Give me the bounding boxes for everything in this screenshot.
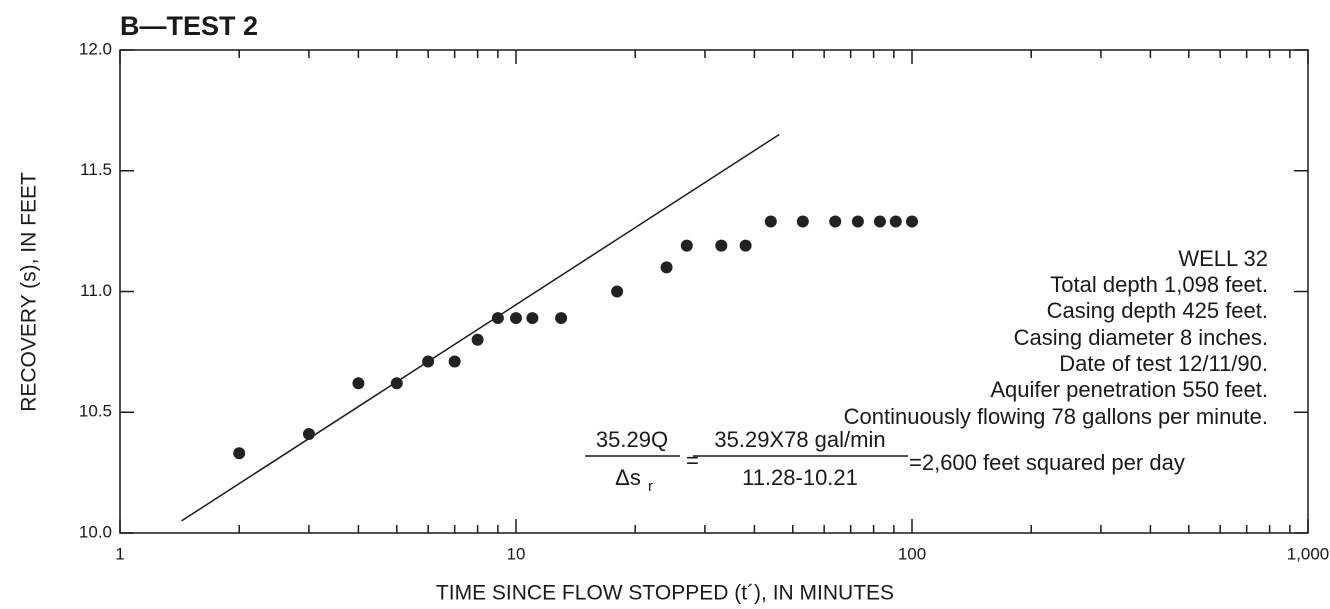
data-point [422, 355, 435, 368]
data-point [510, 312, 522, 325]
fit-line [181, 133, 780, 522]
formula-numerator: 35.29X78 gal/min [714, 427, 885, 452]
data-point [764, 215, 777, 228]
data-point [873, 215, 886, 228]
data-point [302, 427, 315, 440]
annotation: Date of test 12/11/90. [1059, 351, 1268, 376]
data-point [796, 215, 809, 228]
annotation: Casing depth 425 feet. [1047, 298, 1268, 323]
data-point [526, 312, 539, 325]
data-point [660, 261, 673, 274]
x-tick-label: 100 [898, 544, 926, 563]
data-point [555, 312, 568, 325]
formula-denominator: 11.28-10.21 [742, 465, 858, 490]
data-point [390, 377, 403, 390]
data-point [448, 355, 461, 368]
annotation: WELL 32 [1178, 246, 1268, 271]
data-point [471, 333, 484, 346]
annotation: Total depth 1,098 feet. [1050, 272, 1268, 297]
y-tick-label: 11.0 [80, 281, 112, 300]
data-point [739, 239, 752, 252]
annotation: Aquifer penetration 550 feet. [990, 377, 1268, 402]
y-tick-label: 10.0 [79, 522, 112, 541]
x-tick-label: 1,000 [1287, 544, 1330, 563]
y-axis-label: RECOVERY (s), IN FEET [18, 172, 41, 412]
formula-equals: = [686, 448, 699, 473]
annotation: Continuously flowing 78 gallons per minu… [844, 404, 1268, 429]
data-point [715, 239, 728, 252]
annotation: Casing diameter 8 inches. [1014, 325, 1268, 350]
data-point [352, 377, 365, 390]
y-tick-label: 10.5 [79, 402, 112, 421]
data-point [233, 447, 246, 460]
chart-title: B—TEST 2 [120, 11, 258, 41]
data-point [906, 215, 918, 228]
x-tick-label: 10 [507, 544, 526, 563]
data-point [611, 285, 624, 298]
data-point [851, 215, 864, 228]
formula-denominator: Δs [615, 465, 641, 490]
x-tick-label: 1 [115, 544, 124, 563]
data-point [680, 239, 693, 252]
formula-subscript: r [648, 478, 653, 495]
data-point [829, 215, 842, 228]
x-axis-label: TIME SINCE FLOW STOPPED (t´), IN MINUTES [436, 582, 894, 605]
y-tick-label: 11.5 [80, 160, 112, 179]
y-tick-label: 12.0 [79, 39, 112, 58]
formula-result: =2,600 feet squared per day [909, 450, 1185, 475]
formula-numerator: 35.29Q [596, 427, 668, 452]
data-point [889, 215, 902, 228]
data-point [491, 312, 504, 325]
